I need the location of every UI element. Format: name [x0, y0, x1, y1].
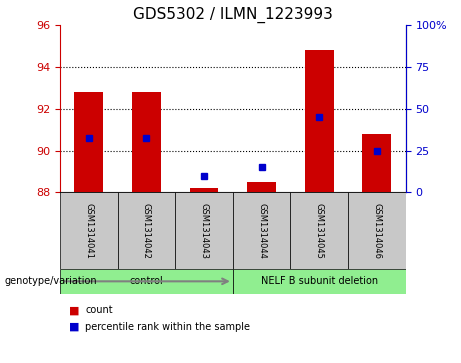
Bar [290, 192, 348, 269]
Text: GSM1314041: GSM1314041 [84, 203, 93, 258]
Bar [60, 269, 233, 294]
Bar [233, 269, 406, 294]
Text: ■: ■ [69, 305, 80, 315]
Text: ■: ■ [69, 322, 80, 332]
Bar [305, 50, 334, 192]
Bar [118, 192, 175, 269]
Bar [74, 92, 103, 192]
Text: GSM1314046: GSM1314046 [372, 203, 381, 258]
Bar [132, 92, 161, 192]
Text: count: count [85, 305, 113, 315]
Text: GSM1314042: GSM1314042 [142, 203, 151, 258]
Text: control: control [130, 276, 163, 286]
Bar [60, 192, 118, 269]
Title: GDS5302 / ILMN_1223993: GDS5302 / ILMN_1223993 [133, 7, 333, 23]
Text: percentile rank within the sample: percentile rank within the sample [85, 322, 250, 332]
Text: GSM1314044: GSM1314044 [257, 203, 266, 258]
Bar [247, 182, 276, 192]
Text: GSM1314045: GSM1314045 [315, 203, 324, 258]
Bar [348, 192, 406, 269]
Text: genotype/variation: genotype/variation [5, 276, 97, 286]
Bar [362, 134, 391, 192]
Bar [233, 192, 290, 269]
Text: NELF B subunit deletion: NELF B subunit deletion [260, 276, 378, 286]
Bar [175, 192, 233, 269]
Text: GSM1314043: GSM1314043 [200, 203, 208, 258]
Bar [189, 188, 219, 192]
